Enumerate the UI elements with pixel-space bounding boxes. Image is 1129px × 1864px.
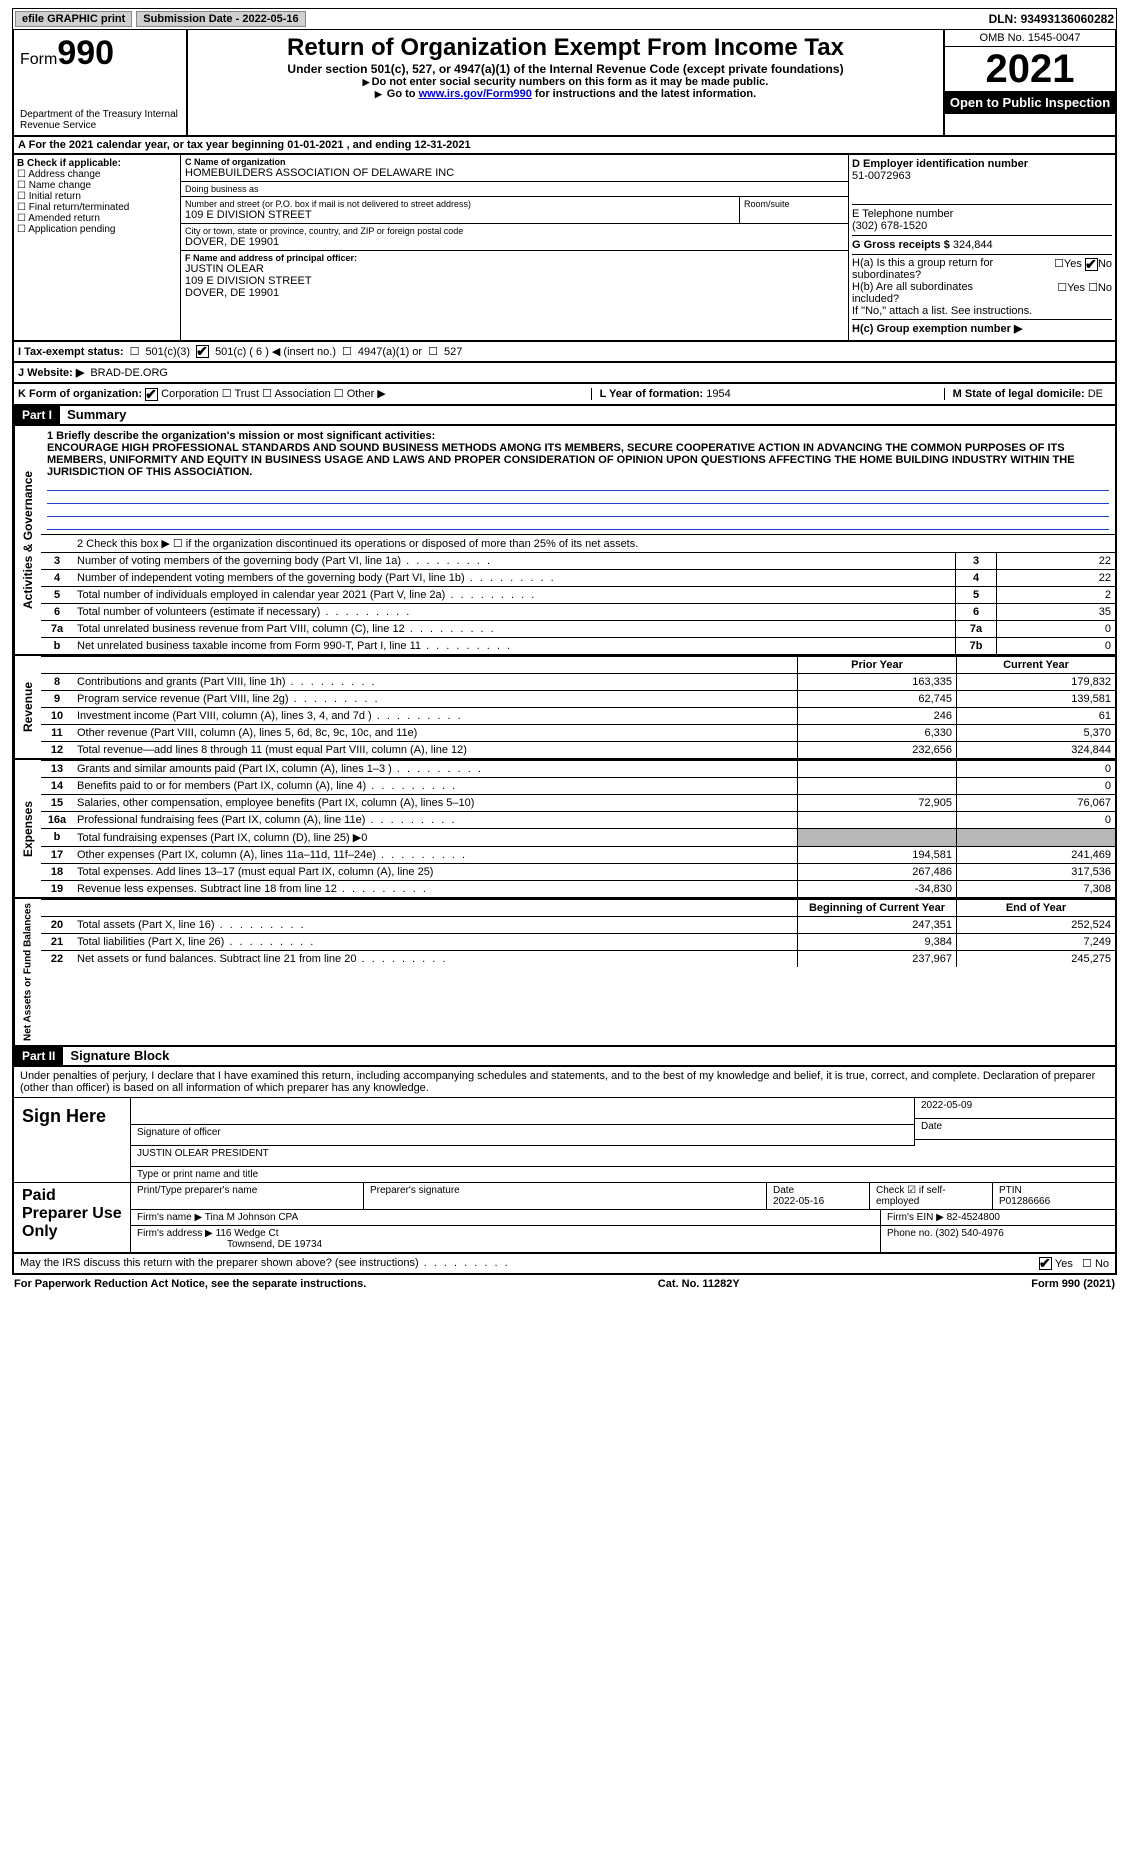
may-discuss-row: May the IRS discuss this return with the… <box>12 1254 1117 1276</box>
corp-checkbox <box>145 388 158 401</box>
ein: 51-0072963 <box>852 170 911 182</box>
year-box: OMB No. 1545-0047 2021 Open to Public In… <box>943 30 1115 135</box>
box-b: B Check if applicable: ☐ Address change … <box>14 155 181 340</box>
sign-here-label: Sign Here <box>14 1098 130 1182</box>
top-bar: efile GRAPHIC print Submission Date - 20… <box>12 8 1117 30</box>
officer-name-title: JUSTIN OLEAR PRESIDENT <box>131 1146 1115 1167</box>
netassets-table: Beginning of Current YearEnd of Year 20T… <box>41 899 1115 967</box>
row-k: K Form of organization: Corporation ☐ Tr… <box>12 384 1117 406</box>
vtab-exp: Expenses <box>14 760 41 897</box>
firm-phone: (302) 540-4976 <box>935 1228 1003 1239</box>
efile-label: efile GRAPHIC print <box>15 11 132 27</box>
part2-bar: Part II Signature Block <box>12 1047 1117 1067</box>
dln: DLN: 93493136060282 <box>989 12 1114 26</box>
vtab-ag: Activities & Governance <box>14 426 41 654</box>
activities-governance: Activities & Governance 1 Briefly descri… <box>12 426 1117 656</box>
box-d: D Employer identification number 51-0072… <box>849 155 1115 340</box>
form-title-box: Return of Organization Exempt From Incom… <box>188 30 943 135</box>
row-j: J Website: ▶ BRAD-DE.ORG <box>12 363 1117 384</box>
revenue-section: Revenue Prior YearCurrent Year 8Contribu… <box>12 656 1117 760</box>
form-subtitle: Under section 501(c), 527, or 4947(a)(1)… <box>192 62 939 76</box>
website: BRAD-DE.ORG <box>90 367 168 379</box>
part1-bar: Part I Summary <box>12 406 1117 426</box>
dept-label: Department of the Treasury Internal Reve… <box>20 109 180 131</box>
org-name: HOMEBUILDERS ASSOCIATION OF DELAWARE INC <box>185 167 844 179</box>
may-yes-checkbox <box>1039 1257 1052 1270</box>
box-c: C Name of organization HOMEBUILDERS ASSO… <box>181 155 849 340</box>
ha-no-checkbox <box>1085 258 1098 271</box>
firm-ein: 82-4524800 <box>947 1212 1000 1223</box>
gross-receipts: 324,844 <box>953 239 993 251</box>
city-state-zip: DOVER, DE 19901 <box>185 236 844 248</box>
ag-table: 2 Check this box ▶ ☐ if the organization… <box>41 534 1115 654</box>
tax-year: 2021 <box>945 47 1115 91</box>
paid-preparer-label: Paid Preparer Use Only <box>14 1183 130 1252</box>
row-i: I Tax-exempt status: ☐ 501(c)(3) 501(c) … <box>12 342 1117 363</box>
row-a: A For the 2021 calendar year, or tax yea… <box>12 137 1117 155</box>
signature-block: Under penalties of perjury, I declare th… <box>12 1067 1117 1254</box>
firm-name: Tina M Johnson CPA <box>205 1212 298 1223</box>
vtab-rev: Revenue <box>14 656 41 758</box>
omb-number: OMB No. 1545-0047 <box>945 30 1115 47</box>
street-address: 109 E DIVISION STREET <box>185 209 735 221</box>
form990-link[interactable]: www.irs.gov/Form990 <box>419 88 532 100</box>
open-to-public: Open to Public Inspection <box>945 91 1115 114</box>
phone: (302) 678-1520 <box>852 220 927 232</box>
sig-date: 2022-05-09 <box>915 1098 1115 1119</box>
501c-checkbox <box>196 345 209 358</box>
preparer-block: Paid Preparer Use Only Print/Type prepar… <box>14 1182 1115 1252</box>
expenses-table: 13Grants and similar amounts paid (Part … <box>41 760 1115 897</box>
submission-date: Submission Date - 2022-05-16 <box>136 11 305 27</box>
mission-text: ENCOURAGE HIGH PROFESSIONAL STANDARDS AN… <box>47 442 1075 478</box>
form-title: Return of Organization Exempt From Incom… <box>192 34 939 62</box>
perjury-declaration: Under penalties of perjury, I declare th… <box>14 1067 1115 1097</box>
ptin: P01286666 <box>999 1196 1050 1207</box>
expenses-section: Expenses 13Grants and similar amounts pa… <box>12 760 1117 899</box>
form-header: Form990 Department of the Treasury Inter… <box>12 30 1117 137</box>
officer-name: JUSTIN OLEAR <box>185 263 844 275</box>
netassets-section: Net Assets or Fund Balances Beginning of… <box>12 899 1117 1047</box>
page-footer: For Paperwork Reduction Act Notice, see … <box>12 1275 1117 1293</box>
revenue-table: Prior YearCurrent Year 8Contributions an… <box>41 656 1115 758</box>
entity-grid: B Check if applicable: ☐ Address change … <box>12 155 1117 342</box>
form-number-box: Form990 Department of the Treasury Inter… <box>14 30 188 135</box>
vtab-net: Net Assets or Fund Balances <box>14 899 41 1045</box>
